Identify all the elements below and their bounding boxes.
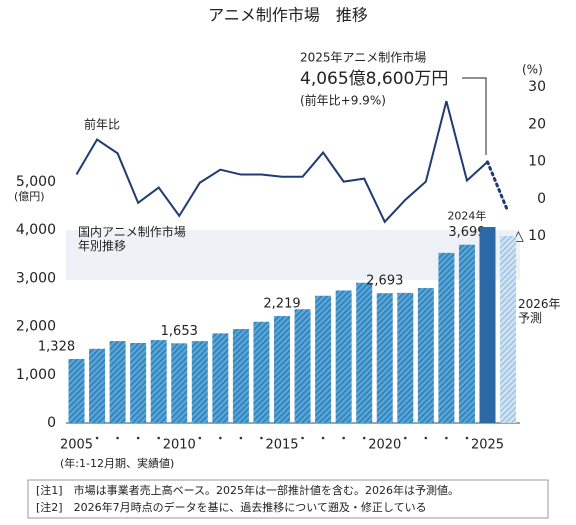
x-tick-label: 2020	[368, 438, 401, 453]
x-tick-dot	[342, 436, 345, 440]
x-tick-dot	[321, 436, 325, 440]
y-tick-label: 2,000	[16, 319, 56, 335]
forecast-line	[486, 160, 510, 214]
bar	[68, 358, 85, 423]
bar	[191, 341, 208, 423]
bar	[458, 244, 475, 423]
y-tick-label: 5,000	[16, 174, 56, 190]
bar-legend: 国内アニメ制作市場 年別推移	[78, 225, 186, 254]
bar	[397, 292, 414, 423]
bar	[253, 321, 270, 423]
notes-box	[27, 479, 549, 519]
y-unit: (億円)	[14, 190, 45, 203]
chart-title: アニメ制作市場 推移	[208, 6, 368, 25]
bar	[438, 252, 455, 423]
bar	[376, 293, 393, 423]
x-tick-dot	[116, 436, 119, 440]
bar	[130, 342, 147, 423]
bar	[500, 235, 517, 423]
bar	[274, 316, 290, 423]
x-tick-dot	[260, 436, 263, 440]
period-note: (年:1-12月期、実績値)	[60, 456, 174, 470]
y-tick-label: 4,000	[16, 222, 56, 238]
x-tick-dot	[301, 436, 304, 440]
bar	[479, 227, 496, 423]
x-tick-dot	[219, 436, 222, 440]
line	[75, 100, 489, 224]
bar	[150, 340, 167, 423]
bar	[232, 329, 249, 423]
bar	[89, 348, 106, 423]
highlight-title: 2025年アニメ制作市場	[300, 50, 426, 65]
value-label: 2,219	[263, 297, 300, 312]
annotation: 2024年	[447, 209, 486, 223]
y2-tick-label: 30	[528, 79, 546, 95]
y2-tick-label: △ 10	[513, 228, 546, 244]
highlight-change: (前年比+9.9%)	[300, 93, 386, 108]
note: [注1] 市場は事業者売上高ベース。2025年は一部推計値を含む。2026年は予…	[36, 483, 459, 497]
x-tick-dot	[157, 436, 160, 440]
y2-unit: (%)	[522, 63, 543, 77]
value-label: 2,693	[366, 274, 403, 289]
highlight-value: 4,065億8,600万円	[300, 69, 448, 89]
x-tick-dot	[362, 436, 366, 440]
bar	[315, 295, 332, 423]
bar	[356, 282, 373, 423]
value-label: 1,653	[161, 324, 198, 339]
x-tick-dot	[239, 436, 243, 440]
callout-line	[462, 77, 487, 155]
forecast-label: 2026年 予測	[518, 297, 561, 326]
y-tick-label: 3,000	[16, 270, 56, 286]
x-tick-dot	[95, 436, 99, 440]
line-label: 前年比	[84, 117, 120, 132]
x-tick-dot	[424, 436, 428, 440]
x-tick-label: 2010	[163, 438, 196, 453]
y-tick-label: 1,000	[16, 367, 56, 383]
value-label: 1,328	[38, 339, 75, 354]
x-tick-label: 2005	[60, 438, 93, 453]
bar	[294, 309, 311, 423]
x-tick-label: 2025	[471, 438, 504, 453]
x-tick-dot	[136, 436, 140, 440]
bar	[171, 343, 188, 423]
value-label: 3,699	[448, 225, 485, 240]
bar	[417, 288, 434, 423]
x-tick-dot	[465, 436, 469, 440]
y2-tick-label: 0	[537, 191, 546, 207]
y-tick-label: 0	[47, 415, 56, 431]
y2-tick-label: 10	[528, 154, 546, 170]
note: [注2] 2026年7月時点のデータを基に、過去推移について遡及・修正している	[36, 500, 427, 514]
x-tick-dot	[445, 436, 448, 440]
x-tick-dot	[404, 436, 407, 440]
y2-tick-label: 20	[528, 116, 546, 132]
bar	[335, 290, 352, 423]
x-tick-label: 2015	[265, 438, 298, 453]
bar	[109, 341, 126, 423]
bar	[212, 333, 229, 423]
x-tick-dot	[198, 436, 202, 440]
